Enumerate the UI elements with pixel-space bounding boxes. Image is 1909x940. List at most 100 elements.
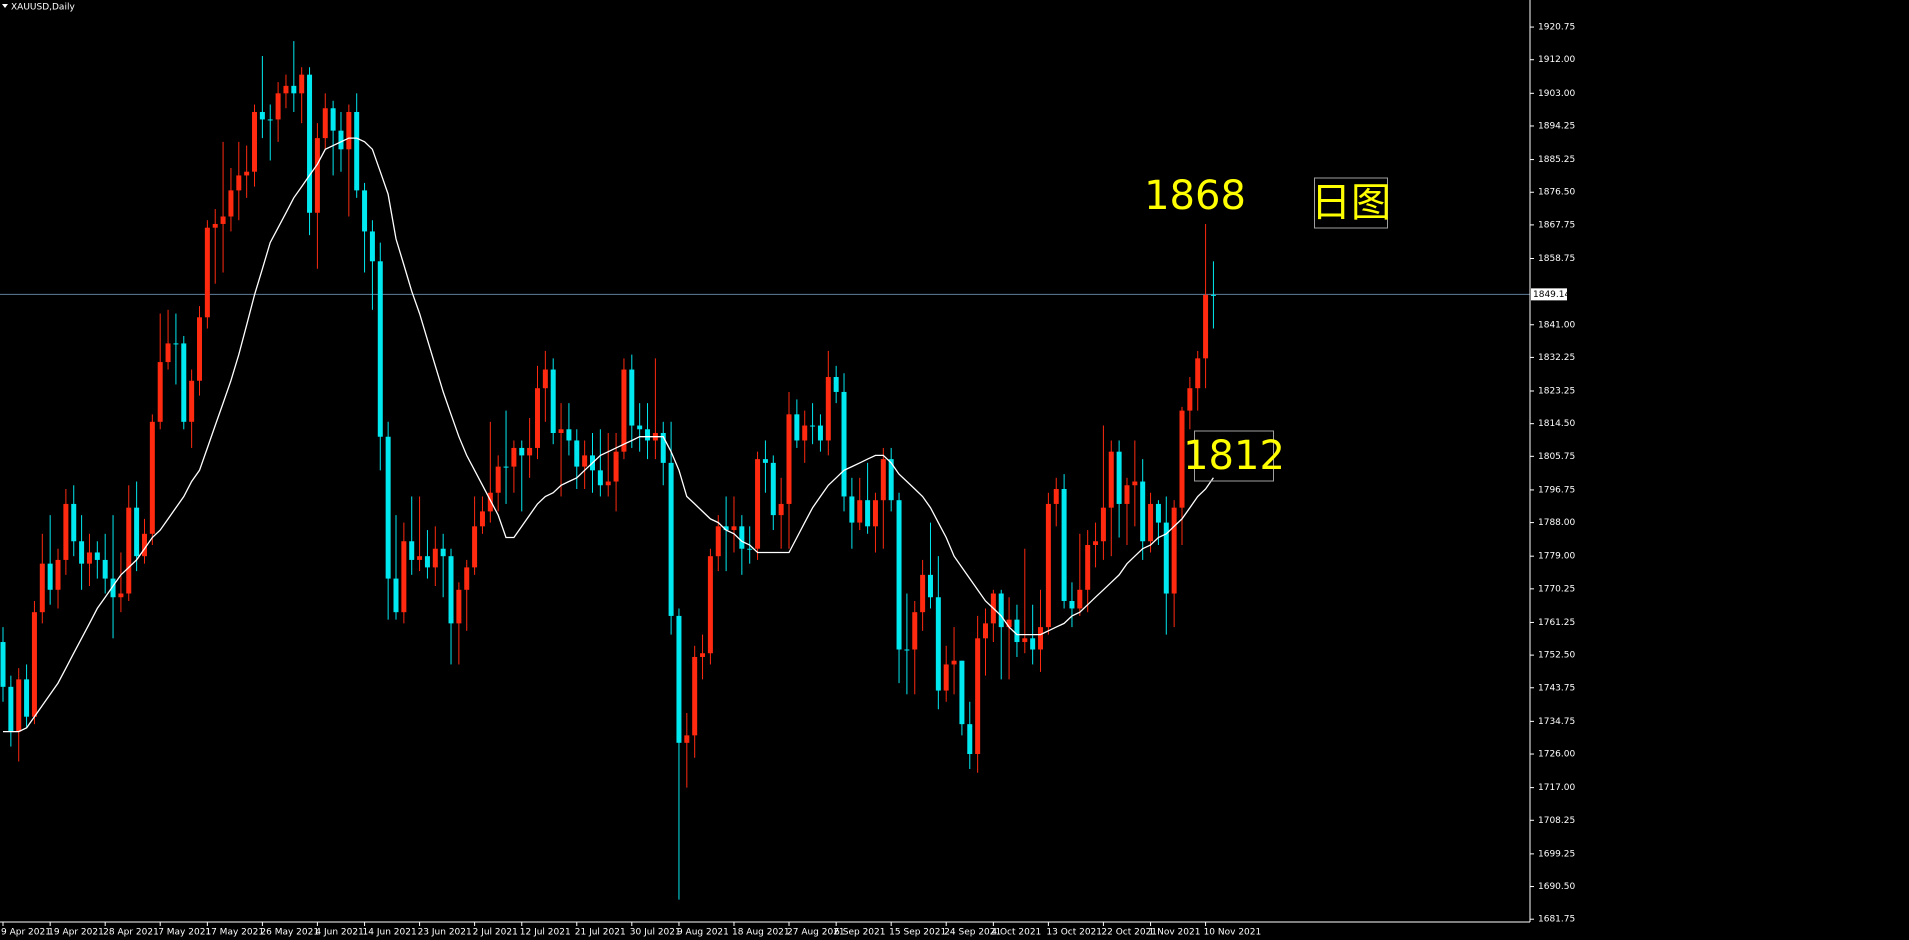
y-tick-label: 1920.75 (1538, 23, 1575, 33)
chart-title: XAUUSD,Daily (11, 3, 75, 13)
x-tick-label: 12 Jul 2021 (520, 928, 571, 938)
y-tick-label: 1832.25 (1538, 353, 1575, 363)
x-tick-label: 26 May 2021 (260, 928, 319, 938)
candle-body (582, 455, 588, 467)
price-tag (1531, 288, 1567, 301)
candle-body (1203, 294, 1209, 359)
candle-body (527, 447, 533, 456)
candle-body (322, 108, 328, 139)
candle-body (1210, 294, 1216, 296)
candle-body (566, 429, 572, 441)
y-tick-label: 1867.75 (1538, 220, 1575, 230)
candle-body (110, 578, 116, 598)
y-tick-label: 1770.25 (1538, 584, 1575, 594)
candle-body (1140, 481, 1146, 542)
candle-body (794, 414, 800, 441)
candle-body (645, 429, 651, 441)
y-tick-label: 1841.00 (1538, 320, 1575, 330)
y-tick-label: 1743.75 (1538, 683, 1575, 693)
candle-body (377, 261, 383, 437)
candle-body (220, 216, 226, 224)
candle-body (1022, 638, 1028, 643)
candle-body (778, 503, 784, 516)
candle-body (621, 369, 627, 452)
candle-body (346, 111, 352, 150)
y-tick-label: 1734.75 (1538, 717, 1575, 727)
candle-body (896, 500, 902, 650)
candle-body (299, 74, 305, 94)
x-tick-label: 15 Sep 2021 (889, 928, 946, 938)
x-tick-label: 19 Apr 2021 (48, 928, 104, 938)
candle-body (597, 470, 603, 486)
candle-body (503, 466, 509, 468)
candle-body (959, 660, 965, 725)
candle-body (1163, 522, 1169, 594)
x-tick-label: 6 Sep 2021 (834, 928, 885, 938)
candle-body (393, 578, 399, 613)
candle-body (1100, 507, 1106, 542)
candle-body (432, 548, 438, 568)
candle-body (16, 679, 22, 732)
candle-body (71, 503, 77, 542)
x-tick-label: 7 May 2021 (158, 928, 211, 938)
y-tick-label: 1681.75 (1538, 915, 1575, 925)
candle-body (841, 391, 847, 497)
candle-body (244, 171, 250, 176)
candle-body (1116, 451, 1122, 504)
candle-body (354, 111, 360, 191)
candle-body (362, 190, 368, 232)
candle-body (1108, 451, 1114, 508)
candle-body (8, 686, 14, 732)
candle-body (1038, 627, 1044, 650)
candle-body (912, 612, 918, 650)
candle-body (1148, 503, 1154, 542)
y-tick-label: 1699.25 (1538, 849, 1575, 859)
x-tick-label: 1 Nov 2021 (1149, 928, 1201, 938)
candle-body (204, 227, 210, 318)
candle-body (236, 175, 242, 191)
menu-arrow[interactable] (2, 4, 8, 8)
x-tick-label: 30 Jul 2021 (630, 928, 681, 938)
candle-body (707, 556, 713, 654)
candle-body (0, 642, 6, 687)
x-tick-label: 17 May 2021 (205, 928, 264, 938)
x-tick-label: 13 Oct 2021 (1046, 928, 1102, 938)
candle-body (55, 559, 61, 590)
candle-body (456, 589, 462, 624)
candle-body (998, 593, 1004, 628)
candle-body (1085, 544, 1091, 590)
x-tick-label: 22 Oct 2021 (1101, 928, 1157, 938)
y-tick-label: 1708.25 (1538, 816, 1575, 826)
x-tick-label: 4 Jun 2021 (315, 928, 363, 938)
x-tick-label: 9 Apr 2021 (1, 928, 51, 938)
y-tick-label: 1823.25 (1538, 387, 1575, 397)
candle-body (715, 526, 721, 557)
candle-body (165, 343, 171, 363)
candle-body (865, 500, 871, 527)
candle-body (770, 462, 776, 516)
x-tick-label: 18 Aug 2021 (732, 928, 790, 938)
annotation: 1868 (1144, 173, 1246, 219)
candle-body (464, 567, 470, 590)
candle-body (291, 85, 297, 94)
y-tick-label: 1690.50 (1538, 882, 1575, 892)
price-tag-label: 1849.14 (1533, 290, 1570, 300)
candle-body (1006, 619, 1012, 628)
candle-body (1124, 485, 1130, 504)
candle-body (943, 664, 949, 691)
x-tick-label: 10 Nov 2021 (1204, 928, 1262, 938)
candle-body (857, 500, 863, 523)
candle-body (629, 369, 635, 426)
y-tick-label: 1876.50 (1538, 188, 1575, 198)
candle-body (692, 656, 698, 736)
candle-body (810, 425, 816, 427)
candle-body (134, 507, 140, 557)
candle-body (574, 440, 580, 467)
candle-body (550, 369, 556, 434)
x-tick-label: 4 Oct 2021 (991, 928, 1041, 938)
candle-body (47, 563, 53, 590)
candle-body (495, 466, 501, 493)
candle-body (660, 433, 666, 463)
candle-body (762, 459, 768, 463)
